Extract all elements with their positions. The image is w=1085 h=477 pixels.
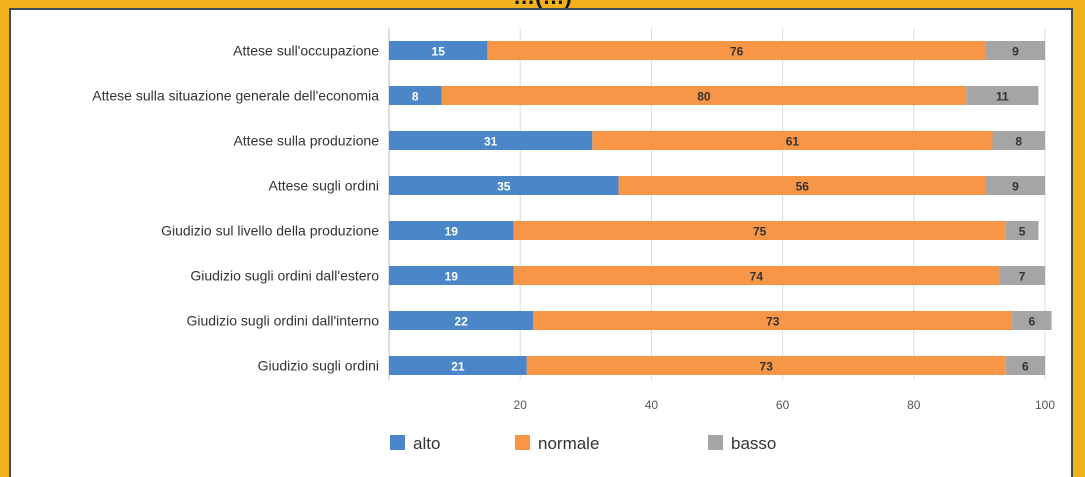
bar-segment-alto[interactable] — [389, 176, 619, 195]
data-label: 11 — [996, 90, 1009, 104]
legend-label-alto: alto — [413, 434, 440, 453]
x-tick-label: 80 — [907, 398, 921, 412]
chart-title: …(…) — [0, 0, 1085, 10]
data-label: 8 — [412, 90, 419, 104]
bar-segment-basso[interactable] — [1012, 311, 1052, 330]
bar-segment-basso[interactable] — [1005, 221, 1039, 240]
bar-segment-alto[interactable] — [389, 356, 527, 375]
category-label: Attese sulla produzione — [233, 133, 379, 149]
x-tick-label: 20 — [514, 398, 528, 412]
data-label: 61 — [786, 135, 800, 149]
data-label: 6 — [1022, 360, 1029, 374]
category-label: Attese sugli ordini — [268, 178, 379, 194]
data-label: 31 — [484, 135, 498, 149]
legend-swatch-alto — [390, 435, 405, 450]
bar-segment-basso[interactable] — [992, 131, 1045, 150]
data-label: 8 — [1015, 135, 1022, 149]
data-label: 35 — [497, 180, 511, 194]
data-label: 5 — [1019, 225, 1026, 239]
data-label: 73 — [760, 360, 774, 374]
data-label: 9 — [1012, 180, 1019, 194]
chart-title-bar: …(…) — [0, 0, 1085, 10]
bar-segment-normale[interactable] — [513, 221, 1006, 240]
category-label: Attese sull'occupazione — [233, 43, 379, 59]
chart-panel: 20 40 60 80 100 Attese sull'occupazione 15 76 9 A… — [9, 8, 1073, 477]
data-label: 15 — [432, 45, 446, 59]
category-label: Giudizio sugli ordini dall'estero — [190, 268, 379, 284]
bar-segment-normale[interactable] — [441, 86, 967, 105]
bar-segment-alto[interactable] — [389, 41, 488, 60]
legend-swatch-normale — [515, 435, 530, 450]
data-label: 21 — [451, 360, 465, 374]
data-label: 7 — [1019, 270, 1026, 284]
bar-segment-basso[interactable] — [1005, 356, 1045, 375]
data-label: 19 — [445, 225, 459, 239]
data-label: 76 — [730, 45, 744, 59]
category-label: Attese sulla situazione generale dell'ec… — [92, 88, 379, 104]
bar-segment-basso[interactable] — [966, 86, 1039, 105]
category-label: Giudizio sugli ordini dall'interno — [186, 313, 379, 329]
bar-segment-basso[interactable] — [985, 176, 1045, 195]
bar-segment-normale[interactable] — [618, 176, 986, 195]
bar-segment-alto[interactable] — [389, 266, 514, 285]
data-label: 9 — [1012, 45, 1019, 59]
bar-segment-alto[interactable] — [389, 221, 514, 240]
data-label: 80 — [697, 90, 711, 104]
data-label: 6 — [1029, 315, 1036, 329]
bar-segment-alto[interactable] — [389, 131, 593, 150]
category-label: Giudizio sugli ordini — [258, 358, 379, 374]
bar-segment-basso[interactable] — [985, 41, 1045, 60]
data-label: 19 — [445, 270, 459, 284]
x-tick-label: 60 — [776, 398, 790, 412]
data-label: 75 — [753, 225, 767, 239]
legend-label-normale: normale — [538, 434, 599, 453]
bar-segment-normale[interactable] — [592, 131, 993, 150]
bar-segment-alto[interactable] — [389, 311, 534, 330]
bar-segment-basso[interactable] — [999, 266, 1045, 285]
data-label: 73 — [766, 315, 780, 329]
category-label: Giudizio sul livello della produzione — [161, 223, 379, 239]
bar-segment-normale[interactable] — [513, 266, 1000, 285]
bar-segment-normale[interactable] — [487, 41, 986, 60]
data-label: 22 — [454, 315, 468, 329]
legend-swatch-basso — [708, 435, 723, 450]
bar-segment-alto[interactable] — [389, 86, 442, 105]
bar-segment-normale[interactable] — [533, 311, 1013, 330]
x-tick-label: 40 — [645, 398, 659, 412]
x-tick-label: 100 — [1035, 398, 1055, 412]
data-label: 74 — [750, 270, 764, 284]
legend-label-basso: basso — [731, 434, 776, 453]
data-label: 56 — [796, 180, 810, 194]
bar-segment-normale[interactable] — [526, 356, 1006, 375]
